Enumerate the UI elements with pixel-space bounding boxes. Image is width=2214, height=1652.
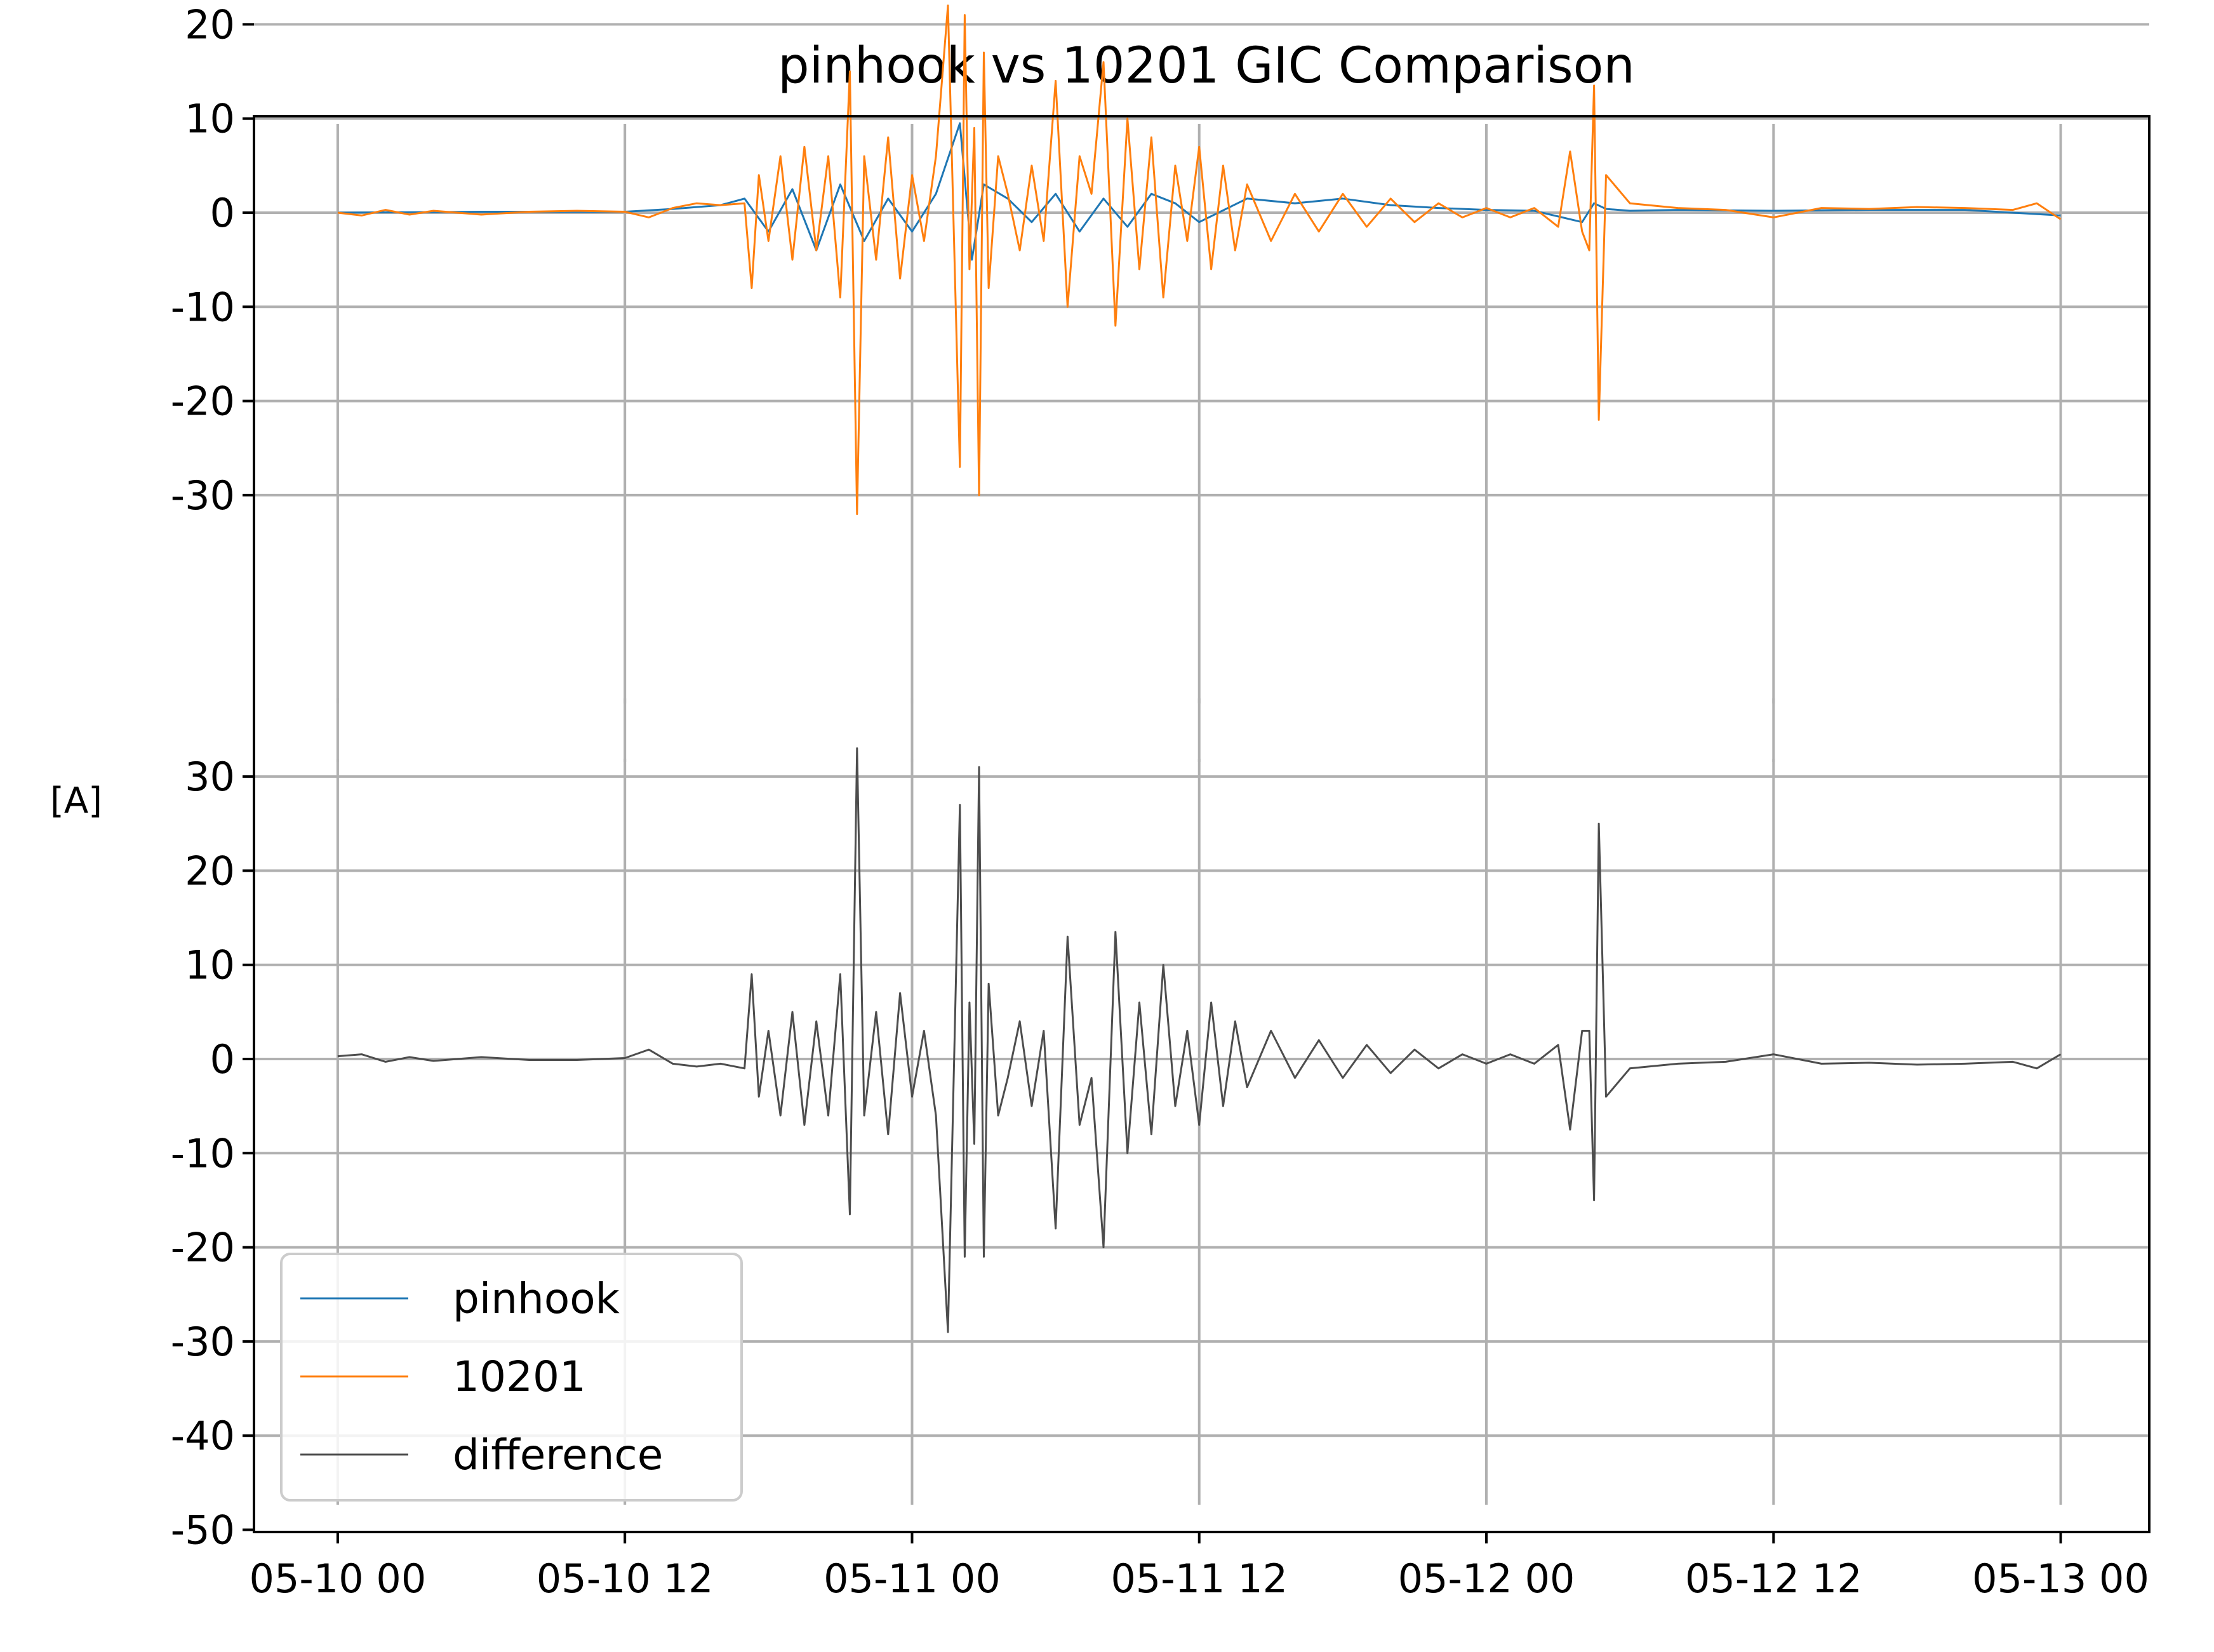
- y-tick-label-bottom-2: 10: [185, 942, 235, 989]
- legend: pinhook 10201 difference: [280, 1253, 743, 1502]
- y-tick-label-top-2: 0: [210, 190, 235, 236]
- chart-title: pinhook vs 10201 GIC Comparison: [778, 37, 1635, 95]
- y-tick-label-bottom-1: 20: [185, 848, 235, 894]
- x-tick-label-1: 05-10 12: [537, 1555, 714, 1602]
- x-tick-label-0: 05-10 00: [250, 1555, 427, 1602]
- y-tick-label-bottom-5: -20: [171, 1225, 235, 1271]
- x-tick-label-4: 05-12 00: [1398, 1555, 1575, 1602]
- series-line-difference: [337, 747, 2062, 1333]
- x-tick-label-5: 05-12 12: [1685, 1555, 1862, 1602]
- y-tick-label-bottom-8: -50: [171, 1507, 235, 1554]
- legend-label-difference: difference: [453, 1430, 663, 1479]
- legend-label-pinhook: pinhook: [453, 1274, 620, 1323]
- y-tick-label-top-1: 10: [185, 96, 235, 142]
- y-tick-label-bottom-3: 0: [210, 1036, 235, 1082]
- y-tick-label-top-5: -30: [171, 472, 235, 519]
- axis-ticks: 20 10 0 -10 -20 -30 30 20 10 0 -10 -20 -30 -40 -50 05-1…: [171, 1, 2149, 1602]
- y-tick-label-bottom-4: -10: [171, 1130, 235, 1176]
- x-tick-label-3: 05-11 12: [1110, 1555, 1288, 1602]
- legend-label-10201: 10201: [453, 1352, 586, 1401]
- y-tick-label-top-0: 20: [185, 1, 235, 48]
- y-tick-label-bottom-0: 30: [185, 754, 235, 800]
- y-tick-label-top-3: -10: [171, 284, 235, 330]
- y-tick-label-top-4: -20: [171, 378, 235, 425]
- x-tick-label-6: 05-13 00: [1972, 1555, 2149, 1602]
- grid-lines: [254, 23, 2149, 1505]
- data-series: [337, 4, 2062, 1333]
- y-tick-label-bottom-7: -40: [171, 1413, 235, 1459]
- axes-frame: [253, 115, 2151, 1533]
- legend-box: [280, 1253, 743, 1502]
- y-axis-label: [A]: [50, 780, 102, 822]
- series-line-10201: [337, 4, 2062, 516]
- y-tick-label-bottom-6: -30: [171, 1319, 235, 1365]
- x-tick-label-2: 05-11 00: [824, 1555, 1001, 1602]
